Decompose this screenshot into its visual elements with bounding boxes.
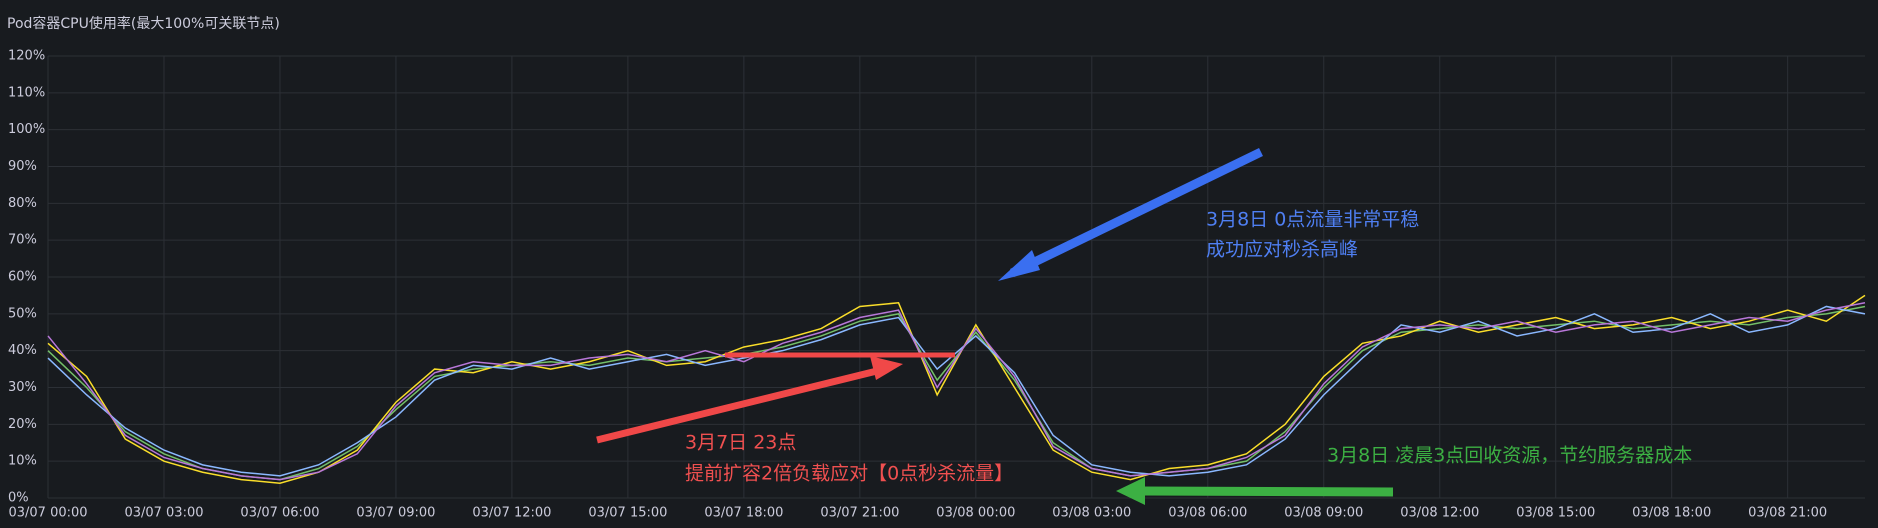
series-group <box>47 294 1866 485</box>
arrow <box>1139 486 1394 497</box>
arrow <box>1010 147 1263 278</box>
series-line <box>47 294 1866 485</box>
y-tick-label: 10% <box>8 454 37 469</box>
x-tick-label: 03/07 12:00 <box>472 506 551 521</box>
x-tick-label: 03/07 00:00 <box>8 506 87 521</box>
x-tick-label: 03/07 15:00 <box>588 506 667 521</box>
annotation: 3月8日 0点流量非常平稳 <box>1206 209 1419 231</box>
series-line <box>47 305 1866 481</box>
y-tick-label: 0% <box>8 491 29 506</box>
x-tick-label: 03/07 21:00 <box>820 506 899 521</box>
y-tick-label: 60% <box>8 270 37 285</box>
x-tick-label: 03/08 21:00 <box>1748 506 1827 521</box>
grid: 0% 10% 20% 30% 40% 50% 60% 70% 80% 90% 100% 110% 120… <box>8 49 1865 521</box>
y-tick-label: 30% <box>8 380 37 395</box>
chart-title: Pod容器CPU使用率(最大100%可关联节点) <box>7 15 280 32</box>
y-tick-label: 110% <box>8 85 45 100</box>
annotation: 3月7日 23点 <box>685 432 796 454</box>
x-tick-label: 03/08 03:00 <box>1052 506 1131 521</box>
y-tick-label: 120% <box>8 49 45 64</box>
y-tick-label: 40% <box>8 343 37 358</box>
y-tick-label: 80% <box>8 196 37 211</box>
x-tick-label: 03/08 06:00 <box>1168 506 1247 521</box>
arrow-head <box>1116 477 1145 505</box>
arrow <box>596 365 886 444</box>
x-tick-label: 03/07 03:00 <box>124 506 203 521</box>
x-tick-label: 03/07 06:00 <box>240 506 319 521</box>
series-line <box>47 305 1866 477</box>
x-tick-label: 03/08 15:00 <box>1516 506 1595 521</box>
y-tick-label: 90% <box>8 159 37 174</box>
x-tick-label: 03/07 18:00 <box>704 506 783 521</box>
annotation: 提前扩容2倍负载应对【0点秒杀流量】 <box>685 463 1013 485</box>
annotations: 3月8日 0点流量非常平稳 成功应对秒杀高峰 3月7日 23点 提前扩容2倍负载… <box>596 147 1692 505</box>
x-tick-label: 03/07 09:00 <box>356 506 435 521</box>
arrow-head <box>870 356 903 380</box>
x-tick-label: 03/08 09:00 <box>1284 506 1363 521</box>
y-tick-label: 50% <box>8 306 37 321</box>
x-tick-label: 03/08 00:00 <box>936 506 1015 521</box>
y-tick-label: 20% <box>8 417 37 432</box>
annotation: 3月8日 凌晨3点回收资源，节约服务器成本 <box>1327 445 1692 467</box>
annotation: 成功应对秒杀高峰 <box>1206 239 1358 261</box>
y-tick-label: 100% <box>8 122 45 137</box>
y-tick-label: 70% <box>8 233 37 248</box>
arrow-head <box>998 250 1040 281</box>
x-tick-label: 03/08 12:00 <box>1400 506 1479 521</box>
x-tick-label: 03/08 18:00 <box>1632 506 1711 521</box>
series-line <box>47 302 1866 481</box>
